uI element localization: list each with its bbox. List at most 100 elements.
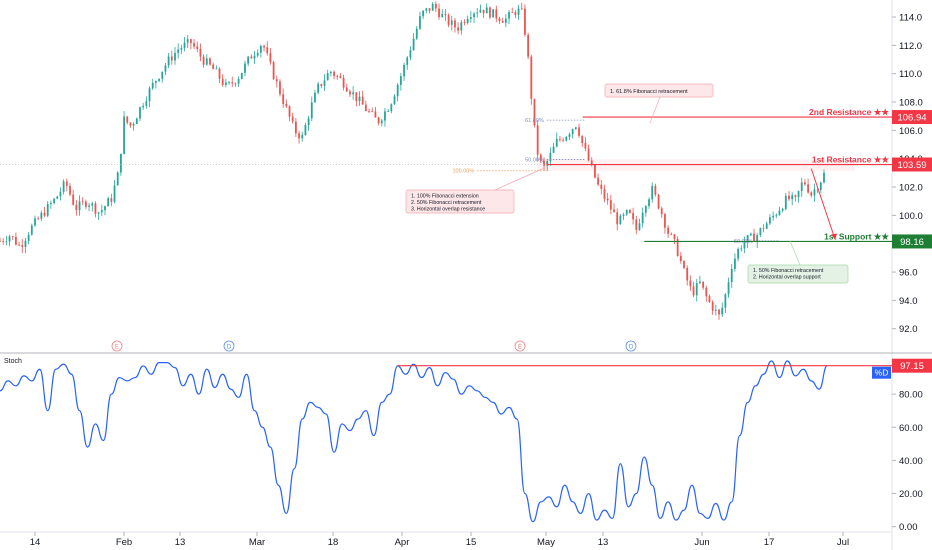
- candle-body: [161, 71, 164, 79]
- candle-body: [804, 182, 806, 185]
- level-label: 2nd Resistance ★★: [809, 107, 890, 117]
- candle-body: [151, 82, 154, 89]
- candle-body: [699, 281, 701, 284]
- candle-body: [113, 185, 116, 202]
- candle-body: [259, 45, 262, 53]
- candle-body: [263, 45, 265, 48]
- candle-body: [320, 84, 323, 86]
- annotation-pointer: [789, 240, 801, 266]
- candle-body: [613, 209, 615, 213]
- candle-body: [231, 82, 234, 84]
- time-axis[interactable]: 14 Feb 13 Mar 18 Apr 15 May 13 Jun 17 Jul: [30, 532, 849, 548]
- price-tick-label: 92.0: [899, 324, 918, 335]
- candle-body: [686, 267, 689, 281]
- price-candles[interactable]: [0, 1, 825, 320]
- candle-body: [428, 8, 431, 11]
- candle-body: [189, 39, 192, 44]
- candle-body: [333, 71, 335, 77]
- candle-body: [323, 80, 326, 86]
- time-tick-label: Jun: [694, 537, 709, 548]
- candle-body: [237, 78, 240, 84]
- candle-body: [240, 72, 243, 79]
- candle-body: [555, 138, 558, 147]
- candle-body: [180, 47, 183, 50]
- candle-body: [139, 107, 141, 119]
- candle-body: [775, 214, 778, 216]
- candle-body: [746, 235, 749, 243]
- candle-body: [177, 49, 180, 53]
- support-resistance-levels[interactable]: 61.80%50.00%100.00%50.00%2nd Resistance …: [0, 107, 932, 249]
- level-price-label: 103.59: [897, 160, 926, 171]
- candle-body: [170, 56, 173, 61]
- candle-body: [199, 49, 202, 57]
- event-marker-label: E: [518, 345, 522, 351]
- candle-body: [43, 212, 46, 216]
- event-marker-d[interactable]: [625, 340, 637, 352]
- candle-body: [18, 244, 20, 246]
- candle-body: [476, 12, 479, 14]
- candle-body: [24, 240, 27, 247]
- candle-body: [772, 215, 774, 218]
- price-tick-label: 114.0: [899, 13, 922, 24]
- candle-body: [100, 210, 103, 213]
- stoch-series-name: %D: [875, 368, 889, 378]
- event-marker-e[interactable]: [514, 340, 526, 352]
- candle-body: [314, 92, 316, 103]
- price-tick-label: 110.0: [899, 69, 922, 80]
- candle-body: [546, 161, 549, 166]
- stoch-axis[interactable]: 0.00 20.00 40.00 60.00 80.00: [892, 390, 923, 534]
- stoch-indicator-title[interactable]: Stoch: [4, 358, 22, 365]
- candle-body: [72, 194, 75, 205]
- candle-body: [412, 38, 415, 51]
- candle-body: [524, 8, 526, 35]
- candle-body: [737, 249, 740, 259]
- candle-body: [399, 76, 402, 85]
- candle-body: [224, 82, 227, 85]
- candle-body: [307, 118, 310, 126]
- candle-body: [107, 198, 110, 207]
- candle-body: [734, 258, 736, 269]
- candle-body: [158, 78, 160, 81]
- candle-body: [5, 241, 8, 243]
- candle-body: [104, 206, 106, 211]
- candle-body: [371, 111, 374, 113]
- annotations: 1. 61.8% Fibonacci retracement 1. 100% Fi…: [405, 83, 849, 284]
- fib-label: 100.00%: [453, 169, 475, 175]
- price-tick-label: 112.0: [899, 41, 922, 52]
- stoch-tick-label: 40.00: [899, 456, 923, 467]
- candle-body: [667, 227, 670, 234]
- resistance-annotation-line: 2. 50% Fibonacci retracement: [411, 200, 482, 206]
- candle-body: [110, 198, 113, 202]
- candle-body: [310, 102, 313, 119]
- event-marker-e[interactable]: [111, 340, 123, 352]
- candle-body: [530, 56, 533, 99]
- candle-body: [765, 223, 768, 229]
- stoch-series-badge: [872, 366, 891, 379]
- candle-body: [212, 64, 215, 70]
- candle-body: [759, 228, 762, 235]
- candle-body: [349, 91, 351, 95]
- price-tick-label: 106.0: [899, 126, 923, 137]
- candle-body: [495, 9, 498, 19]
- candle-body: [69, 185, 71, 195]
- candle-body: [769, 217, 771, 224]
- candle-body: [603, 188, 606, 199]
- candle-body: [62, 181, 65, 192]
- candle-body: [730, 268, 733, 283]
- stoch-d-path: [0, 360, 828, 523]
- candle-body: [380, 120, 383, 124]
- candle-body: [559, 138, 561, 140]
- level-price-badge: [892, 110, 932, 125]
- resistance-zone: [536, 159, 856, 171]
- candle-body: [53, 198, 55, 204]
- candle-body: [511, 12, 514, 13]
- candle-body: [326, 73, 329, 81]
- candle-body: [781, 209, 784, 211]
- event-marker-d[interactable]: [223, 340, 235, 352]
- candle-body: [174, 52, 176, 61]
- candle-body: [377, 117, 380, 124]
- candle-body: [721, 307, 724, 315]
- candle-body: [587, 148, 590, 161]
